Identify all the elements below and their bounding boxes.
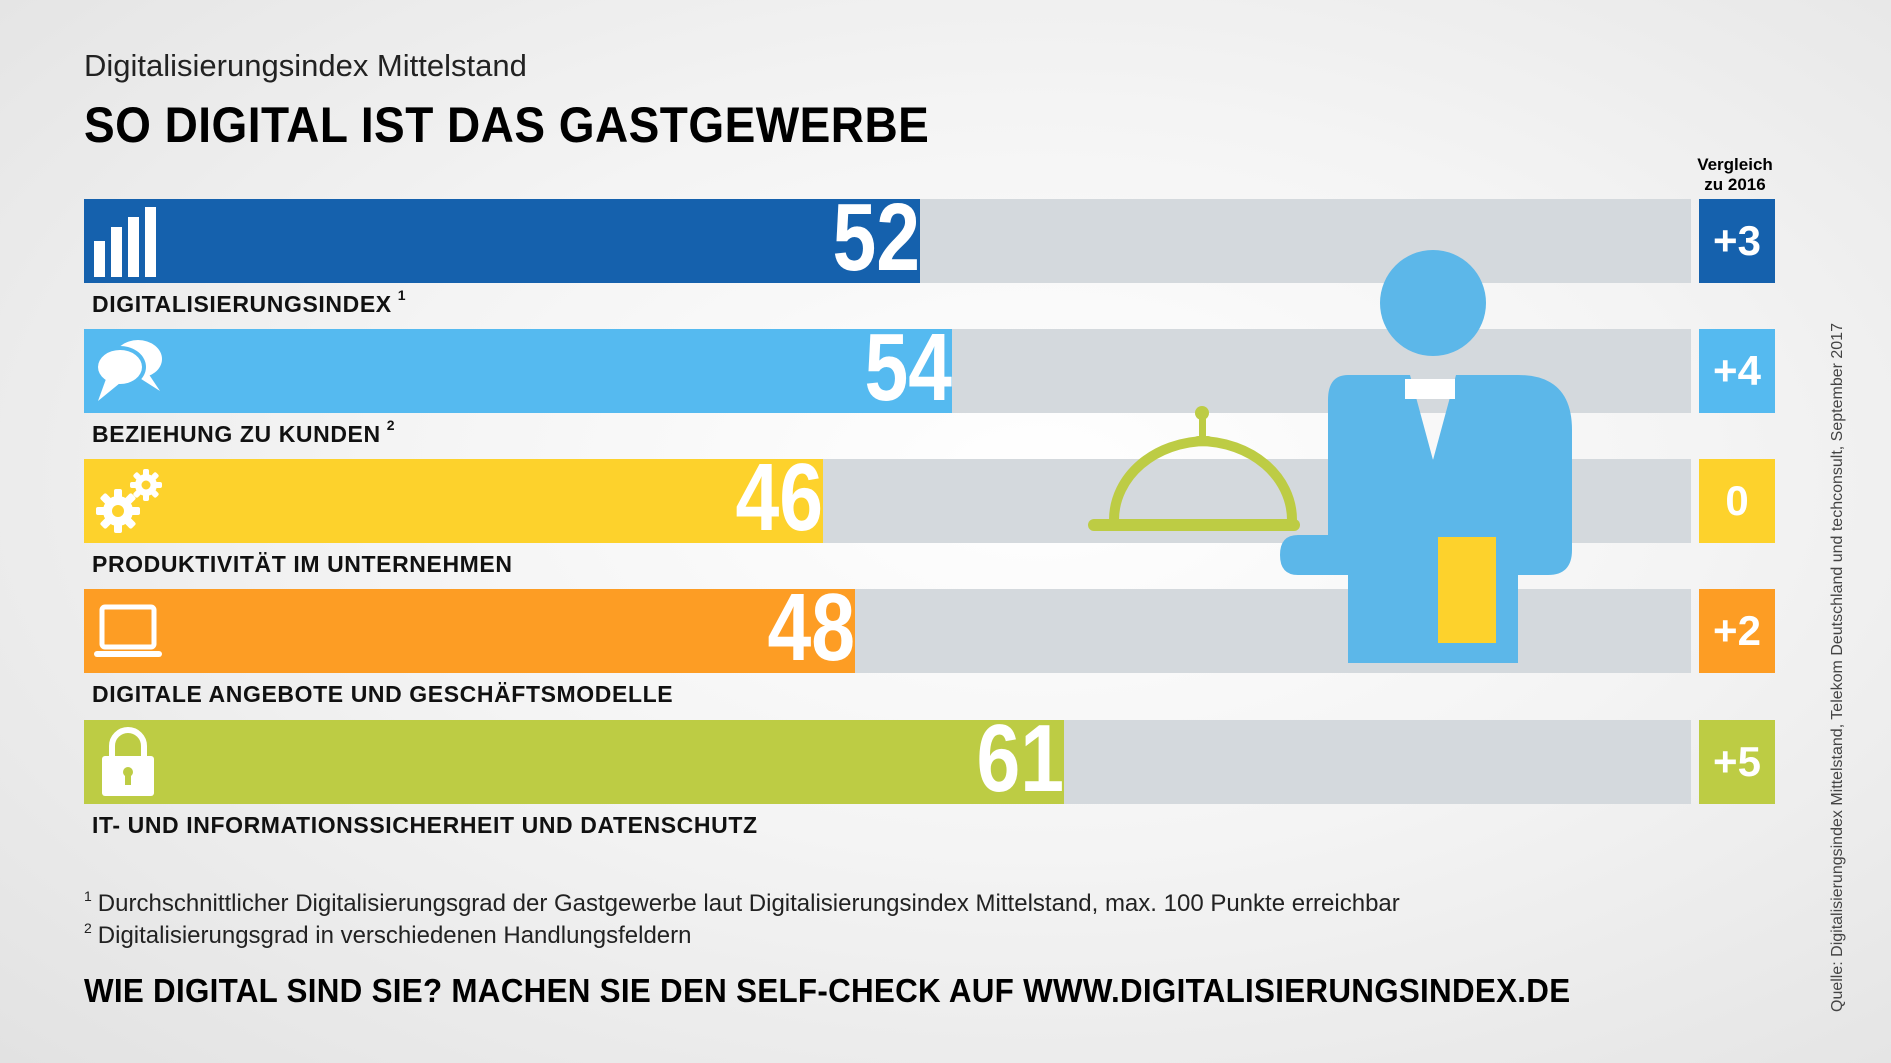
compare-header-line2: zu 2016 <box>1704 175 1766 194</box>
laptop-icon <box>94 604 162 657</box>
footnote-number: 2 <box>84 920 92 936</box>
delta-badge: +4 <box>1699 329 1775 413</box>
footnote-text: Durchschnittlicher Digitalisierungsgrad … <box>97 890 1400 917</box>
category-label: PRODUKTIVITÄT IM UNTERNEHMEN <box>92 551 519 578</box>
bar-value-label: 61 <box>976 705 1065 812</box>
category-label: DIGITALISIERUNGSINDEX 1 <box>92 287 406 318</box>
category-label: IT- UND INFORMATIONSSICHERHEIT UND DATEN… <box>92 812 764 839</box>
category-label-text: BEZIEHUNG ZU KUNDEN <box>92 421 381 447</box>
waiter-icon <box>1088 250 1572 663</box>
footnote-number: 1 <box>84 888 92 904</box>
bar-row-it-sicherheit: 61 +5 IT- UND INFORMATIONSSICHERHEIT UND… <box>84 711 1775 840</box>
bar-row-digitalisierungsindex: 52 +3 DIGITALISIERUNGSINDEX 1 <box>84 190 1775 319</box>
category-label-text: PRODUKTIVITÄT IM UNTERNEHMEN <box>92 551 513 577</box>
bar-value-label: 48 <box>767 574 856 681</box>
delta-badge: +2 <box>1699 589 1775 673</box>
bar-fill <box>84 589 856 673</box>
padlock-icon <box>102 727 154 796</box>
subtitle: Digitalisierungsindex Mittelstand <box>84 48 527 83</box>
bar-fill <box>84 199 920 283</box>
delta-badge: +3 <box>1699 199 1775 283</box>
footnote-marker: 1 <box>397 287 407 303</box>
compare-header-line1: Vergleich <box>1697 155 1773 174</box>
category-label-text: DIGITALE ANGEBOTE UND GESCHÄFTSMODELLE <box>92 681 674 707</box>
bar-fill <box>84 329 952 413</box>
bar-chart-icon <box>94 207 156 277</box>
bar-fill <box>84 459 824 543</box>
self-check-call-to-action: WIE DIGITAL SIND SIE? MACHEN SIE DEN SEL… <box>84 972 1571 1009</box>
category-label-text: DIGITALISIERUNGSINDEX <box>92 291 392 317</box>
delta-badge: +5 <box>1699 720 1775 804</box>
compare-header: Vergleich zu 2016 <box>1690 155 1780 195</box>
category-label: DIGITALE ANGEBOTE UND GESCHÄFTSMODELLE <box>92 681 679 708</box>
page-title: SO DIGITAL IST DAS GASTGEWERBE <box>84 97 930 153</box>
footnote-1: 1 Durchschnittlicher Digitalisierungsgrad… <box>84 888 1400 918</box>
footnote-text: Digitalisierungsgrad in verschiedenen Ha… <box>97 922 692 949</box>
category-label-text: IT- UND INFORMATIONSSICHERHEIT UND DATEN… <box>92 812 758 838</box>
footnote-2: 2 Digitalisierungsgrad in verschiedenen H… <box>84 920 692 950</box>
source-note: Quelle: Digitalisierungsindex Mittelstan… <box>1829 323 1846 1012</box>
delta-badge: 0 <box>1699 459 1775 543</box>
footnote-marker: 2 <box>386 417 396 433</box>
gears-icon <box>96 469 162 533</box>
bar-value-label: 46 <box>735 444 824 551</box>
category-label: BEZIEHUNG ZU KUNDEN 2 <box>92 417 395 448</box>
bar-value-label: 54 <box>864 314 952 421</box>
bar-value-label: 52 <box>832 184 920 291</box>
bar-fill <box>84 720 1065 804</box>
speech-bubbles-icon <box>94 340 162 401</box>
